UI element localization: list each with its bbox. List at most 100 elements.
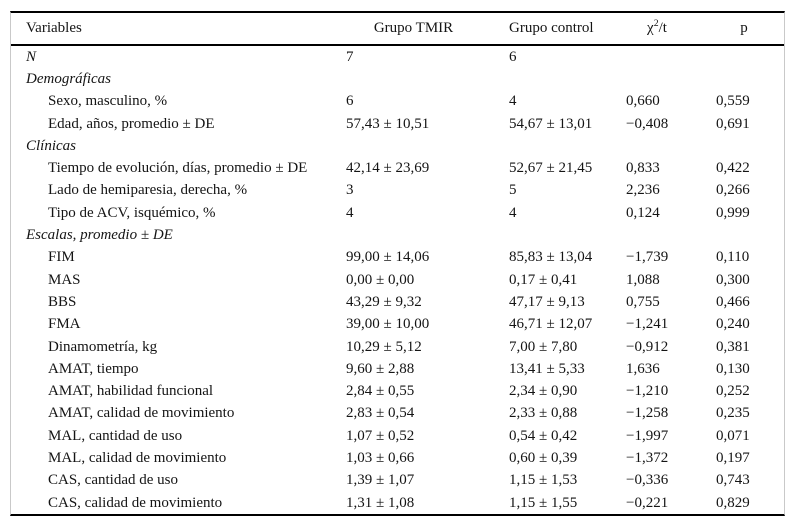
chi-squared-t-value: −1,258 — [626, 405, 669, 422]
table-row: Edad, años, promedio ± DE 57,43 ± 10,51 … — [11, 113, 784, 135]
table-row: Tiempo de evolución, días, promedio ± DE… — [11, 157, 784, 179]
chi-squared-t-value: −1,241 — [626, 316, 669, 333]
table-row: AMAT, habilidad funcional 2,84 ± 0,55 2,… — [11, 380, 784, 402]
table-row: Sexo, masculino, % 6 4 0,660 0,559 — [11, 91, 784, 113]
grupo-control-value: 52,67 ± 21,45 — [509, 160, 593, 177]
table-row: AMAT, tiempo 9,60 ± 2,88 13,41 ± 5,33 1,… — [11, 358, 784, 380]
chi-squared-t-value: 1,636 — [626, 360, 660, 377]
table-row: MAL, cantidad de uso 1,07 ± 0,52 0,54 ± … — [11, 425, 784, 447]
chi-squared-t-value: −0,912 — [626, 338, 669, 355]
p-value: 0,197 — [716, 449, 750, 466]
grupo-tmir-value: 3 — [346, 182, 354, 199]
row-label: FMA — [48, 316, 81, 333]
grupo-tmir-value: 57,43 ± 10,51 — [346, 115, 430, 132]
table-row: Clínicas — [11, 135, 784, 157]
row-label: BBS — [48, 293, 77, 310]
p-value: 0,381 — [716, 338, 750, 355]
row-label: Sexo, masculino, % — [48, 93, 168, 110]
row-label: N — [26, 48, 37, 65]
column-header-chi-squared-t: χ2/t — [626, 18, 716, 37]
grupo-control-value: 47,17 ± 9,13 — [509, 293, 585, 310]
table-row: MAS 0,00 ± 0,00 0,17 ± 0,41 1,088 0,300 — [11, 269, 784, 291]
row-label: Edad, años, promedio ± DE — [48, 115, 215, 132]
grupo-control-value: 13,41 ± 5,33 — [509, 360, 585, 377]
row-label: MAL, calidad de movimiento — [48, 449, 227, 466]
p-value: 0,422 — [716, 160, 750, 177]
p-value: 0,466 — [716, 293, 750, 310]
chi-symbol: χ — [647, 20, 654, 36]
grupo-tmir-value: 2,84 ± 0,55 — [346, 383, 415, 400]
table-row: CAS, calidad de movimiento 1,31 ± 1,08 1… — [11, 492, 784, 514]
row-label: CAS, cantidad de uso — [48, 472, 178, 489]
row-label: Tiempo de evolución, días, promedio ± DE — [48, 160, 308, 177]
chi-slash-t: /t — [658, 20, 667, 36]
grupo-tmir-value: 10,29 ± 5,12 — [346, 338, 422, 355]
chi-squared-t-value: 2,236 — [626, 182, 660, 199]
grupo-control-value: 4 — [509, 93, 517, 110]
p-value: 0,071 — [716, 427, 750, 444]
grupo-tmir-value: 1,39 ± 1,07 — [346, 472, 415, 489]
chi-squared-t-value: 0,124 — [626, 204, 660, 221]
grupo-control-value: 6 — [509, 48, 517, 65]
column-header-p: p — [740, 20, 748, 36]
p-value: 0,559 — [716, 93, 750, 110]
grupo-tmir-value: 1,07 ± 0,52 — [346, 427, 415, 444]
row-label: Tipo de ACV, isquémico, % — [48, 204, 216, 221]
chi-squared-t-value: 0,755 — [626, 293, 660, 310]
grupo-tmir-value: 6 — [346, 93, 354, 110]
row-label: Escalas, promedio ± DE — [26, 227, 173, 244]
chi-squared-t-value: −1,210 — [626, 383, 669, 400]
row-label: FIM — [48, 249, 75, 266]
table-row: Lado de hemiparesia, derecha, % 3 5 2,23… — [11, 180, 784, 202]
grupo-tmir-value: 1,31 ± 1,08 — [346, 494, 415, 511]
group-comparison-table: Variables Grupo TMIR Grupo control χ2/t … — [10, 11, 785, 517]
grupo-control-value: 2,34 ± 0,90 — [509, 383, 578, 400]
column-header-grupo-tmir: Grupo TMIR — [373, 20, 454, 36]
grupo-tmir-value: 42,14 ± 23,69 — [346, 160, 430, 177]
row-label: Dinamometría, kg — [48, 338, 158, 355]
p-value: 0,110 — [716, 249, 750, 266]
p-value: 0,691 — [716, 115, 750, 132]
table-row: AMAT, calidad de movimiento 2,83 ± 0,54 … — [11, 403, 784, 425]
grupo-control-value: 5 — [509, 182, 517, 199]
table-row: Escalas, promedio ± DE — [11, 224, 784, 246]
grupo-tmir-value: 1,03 ± 0,66 — [346, 449, 415, 466]
chi-squared-t-value: −1,372 — [626, 449, 669, 466]
table-row: FIM 99,00 ± 14,06 85,83 ± 13,04 −1,739 0… — [11, 247, 784, 269]
table-row: MAL, calidad de movimiento 1,03 ± 0,66 0… — [11, 447, 784, 469]
column-header-grupo-control: Grupo control — [509, 20, 594, 36]
table-row: CAS, cantidad de uso 1,39 ± 1,07 1,15 ± … — [11, 470, 784, 492]
p-value: 0,300 — [716, 271, 750, 288]
grupo-tmir-value: 7 — [346, 48, 354, 65]
chi-squared-t-value: 0,833 — [626, 160, 660, 177]
grupo-tmir-value: 0,00 ± 0,00 — [346, 271, 415, 288]
p-value: 0,235 — [716, 405, 750, 422]
table-header-row: Variables Grupo TMIR Grupo control χ2/t … — [11, 13, 784, 46]
table-row: FMA 39,00 ± 10,00 46,71 ± 12,07 −1,241 0… — [11, 314, 784, 336]
grupo-tmir-value: 9,60 ± 2,88 — [346, 360, 415, 377]
row-label: CAS, calidad de movimiento — [48, 494, 223, 511]
grupo-control-value: 1,15 ± 1,53 — [509, 472, 578, 489]
p-value: 0,266 — [716, 182, 750, 199]
chi-superscript: 2 — [653, 18, 659, 29]
grupo-control-value: 2,33 ± 0,88 — [509, 405, 578, 422]
grupo-control-value: 1,15 ± 1,55 — [509, 494, 578, 511]
grupo-tmir-value: 39,00 ± 10,00 — [346, 316, 430, 333]
p-value: 0,130 — [716, 360, 750, 377]
chi-squared-t-value: −0,221 — [626, 494, 669, 511]
grupo-tmir-value: 99,00 ± 14,06 — [346, 249, 430, 266]
chi-squared-t-value: −1,739 — [626, 249, 669, 266]
row-label: MAL, cantidad de uso — [48, 427, 183, 444]
column-header-variables: Variables — [26, 20, 82, 36]
row-label: AMAT, calidad de movimiento — [48, 405, 235, 422]
p-value: 0,999 — [716, 204, 750, 221]
row-label: Lado de hemiparesia, derecha, % — [48, 182, 248, 199]
chi-squared-t-value: −0,336 — [626, 472, 669, 489]
grupo-control-value: 7,00 ± 7,80 — [509, 338, 578, 355]
table-row: BBS 43,29 ± 9,32 47,17 ± 9,13 0,755 0,46… — [11, 291, 784, 313]
grupo-control-value: 46,71 ± 12,07 — [509, 316, 593, 333]
chi-squared-t-value: −0,408 — [626, 115, 669, 132]
grupo-control-value: 0,17 ± 0,41 — [509, 271, 578, 288]
chi-squared-t-value: −1,997 — [626, 427, 669, 444]
